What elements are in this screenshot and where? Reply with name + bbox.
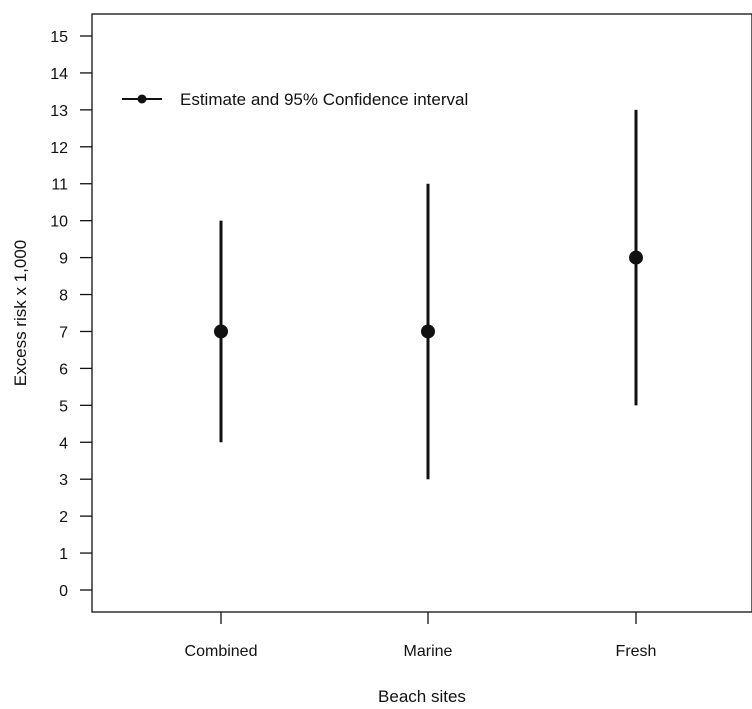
y-tick-label: 11	[51, 177, 68, 194]
y-tick-label: 7	[59, 324, 68, 341]
y-tick-label: 5	[59, 398, 68, 415]
y-tick-label: 8	[59, 288, 68, 305]
y-tick-label: 2	[59, 509, 68, 526]
legend: Estimate and 95% Confidence interval	[122, 90, 468, 109]
estimate-point-marine	[421, 324, 435, 339]
x-axis: Combined Marine Fresh	[185, 612, 657, 660]
y-tick-label: 9	[59, 251, 68, 268]
legend-marker	[137, 94, 147, 104]
x-tick-label-fresh: Fresh	[616, 643, 657, 660]
y-tick-label: 13	[50, 103, 68, 120]
y-tick-label: 1	[59, 546, 68, 563]
y-tick-label: 15	[50, 29, 68, 46]
y-tick-label: 3	[59, 472, 68, 489]
y-tick-label: 14	[50, 66, 68, 83]
y-tick-label: 10	[50, 214, 68, 231]
y-tick-label: 12	[50, 140, 68, 157]
x-axis-title: Beach sites	[378, 687, 466, 706]
y-axis-title: Excess risk x 1,000	[11, 240, 30, 386]
legend-label: Estimate and 95% Confidence interval	[180, 90, 468, 109]
y-tick-label: 4	[59, 435, 68, 452]
y-tick-label: 0	[59, 583, 68, 600]
y-tick-label: 6	[59, 361, 68, 378]
chart-marks	[214, 109, 643, 480]
estimate-point-fresh	[629, 250, 643, 265]
plot-frame	[91, 13, 752, 613]
x-tick-label-marine: Marine	[404, 643, 453, 660]
estimate-point-combined	[214, 324, 228, 339]
x-tick-label-combined: Combined	[185, 643, 258, 660]
